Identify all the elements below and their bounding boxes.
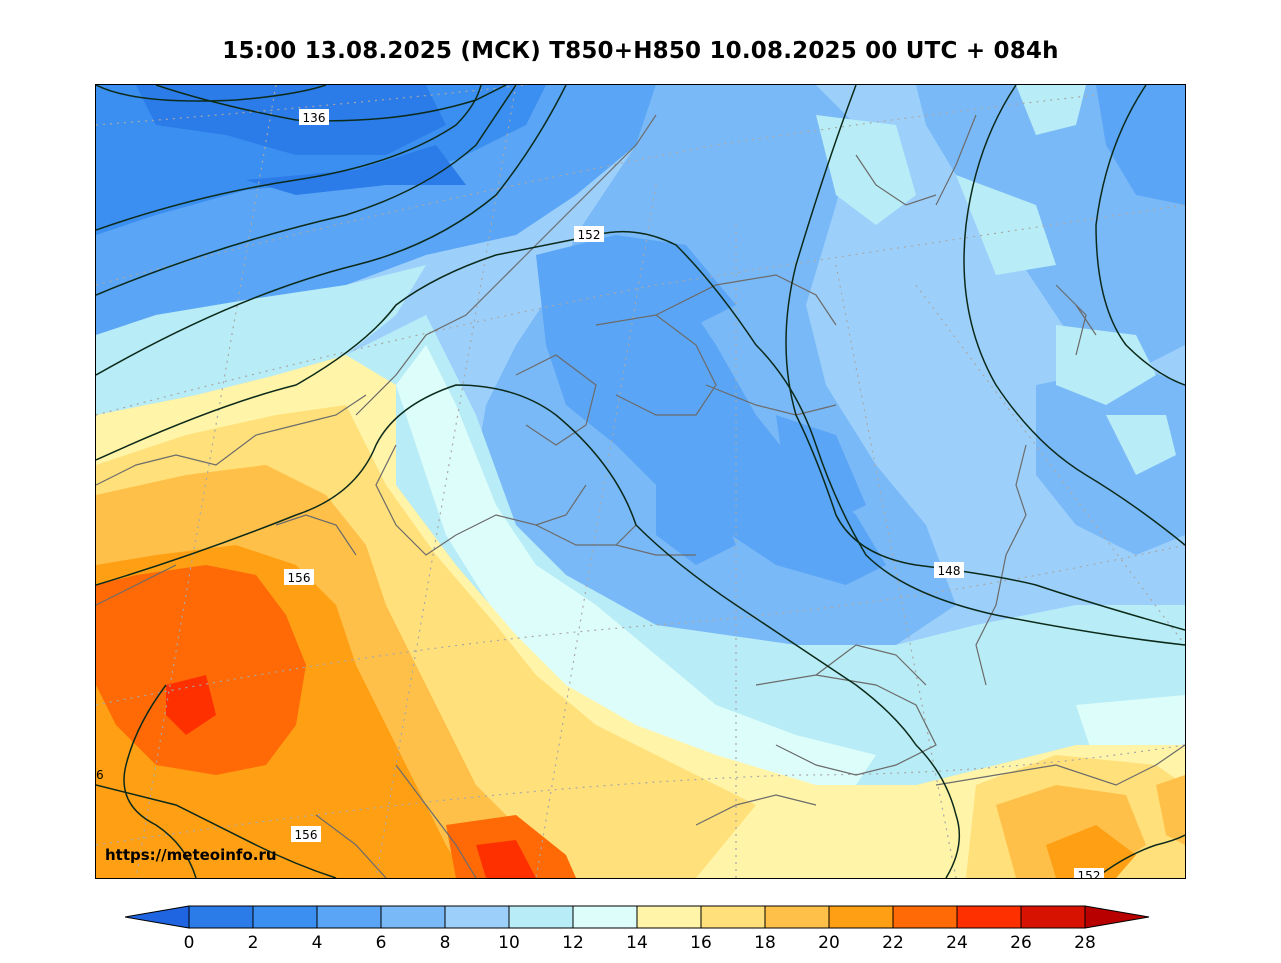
colorbar-tick-label: 16: [690, 933, 712, 953]
colorbar-segment: [252, 905, 318, 929]
source-watermark: https://meteoinfo.ru: [105, 846, 277, 864]
contour-label-edge: 6: [96, 768, 104, 782]
contour-148: [785, 85, 1185, 631]
colorbar-tick-label: 28: [1074, 933, 1096, 953]
colorbar-tick-label: 22: [882, 933, 904, 953]
temperature-zone-east-warm-pocket: [1056, 325, 1156, 405]
contour-156: [96, 384, 961, 878]
temperature-zone-hot-core: [96, 565, 306, 775]
contour-label-152: 152: [578, 228, 601, 242]
colorbar-tick-label: 12: [562, 933, 584, 953]
colorbar-segment: [444, 905, 510, 929]
colorbar-tick-label: 0: [184, 933, 195, 953]
colorbar-arrow-high: [1084, 905, 1150, 929]
colorbar-tick-label: 24: [946, 933, 968, 953]
colorbar-labels: 0 2 4 6 8 10 12 14 16 18 20 22 24 26 28: [184, 933, 1096, 953]
map-title: 15:00 13.08.2025 (МСК) T850+H850 10.08.2…: [222, 38, 1059, 64]
contour-label-148: 148: [938, 564, 961, 578]
colorbar-tick-label: 4: [312, 933, 323, 953]
colorbar-tick-label: 18: [754, 933, 776, 953]
colorbar-tick-label: 14: [626, 933, 648, 953]
contour-152: [96, 230, 1185, 646]
map-canvas[interactable]: 136 152 156 148 156 152 6: [96, 85, 1185, 878]
contour-label-136: 136: [303, 111, 326, 125]
colorbar-segment: [764, 905, 830, 929]
colorbar-segment: [380, 905, 446, 929]
contour-label-group: 136 152 156 148 156 152 6: [96, 109, 1104, 878]
colorbar: 0 2 4 6 8 10 12 14 16 18 20 22 24 26 28: [125, 905, 1150, 953]
colorbar-tick-label: 10: [498, 933, 520, 953]
colorbar-segment: [1020, 905, 1086, 929]
colorbar-segment: [508, 905, 574, 929]
colorbar-tick-label: 6: [376, 933, 387, 953]
coastlines: [96, 114, 1185, 878]
colorbar-segment: [700, 905, 766, 929]
height-contours: [96, 85, 1185, 878]
contour-136: [96, 85, 327, 102]
colorbar-segment: [316, 905, 382, 929]
colorbar-tick-label: 8: [440, 933, 451, 953]
colorbar-tick-label: 26: [1010, 933, 1032, 953]
colorbar-arrow-low: [125, 905, 190, 929]
contour-label-156-south: 156: [295, 828, 318, 842]
colorbar-segment: [188, 905, 254, 929]
colorbar-tick-label: 2: [248, 933, 259, 953]
contour-label-152-southeast: 152: [1078, 869, 1101, 878]
colorbar-segment: [828, 905, 894, 929]
colorbar-tick-label: 20: [818, 933, 840, 953]
contour-label-156: 156: [288, 571, 311, 585]
colorbar-segment: [892, 905, 958, 929]
colorbar-segments: [125, 905, 1150, 929]
colorbar-segment: [636, 905, 702, 929]
colorbar-segment: [956, 905, 1022, 929]
temperature-zone-cool-band: [96, 265, 426, 415]
graticule: [96, 85, 1185, 878]
colorbar-segment: [572, 905, 638, 929]
